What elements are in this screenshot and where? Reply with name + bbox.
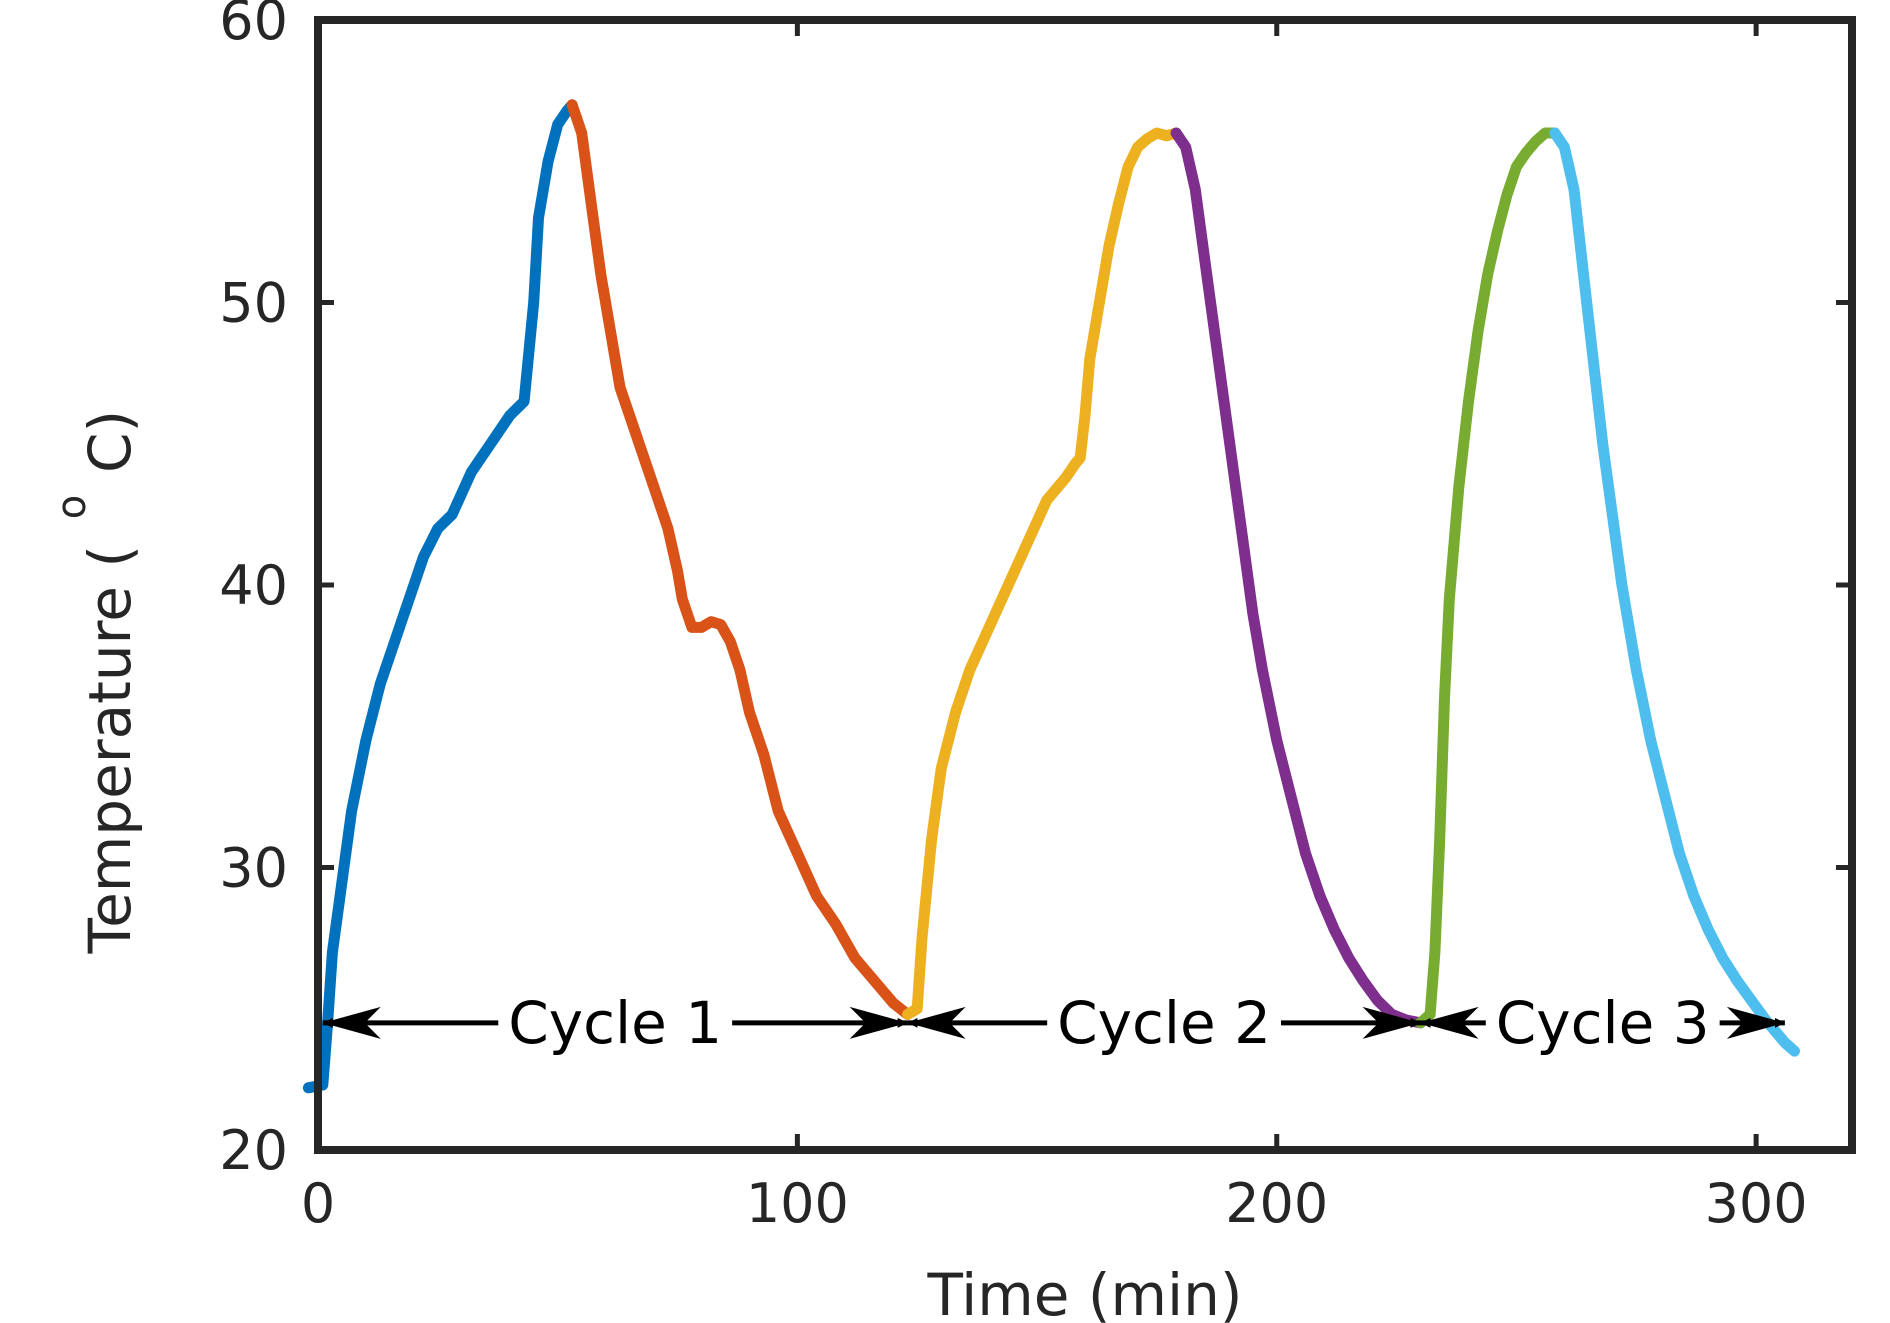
cycle-label: Cycle 1	[508, 989, 722, 1057]
cycle-annotation-2: Cycle 2	[907, 989, 1421, 1057]
series-line-2	[566, 99, 914, 1020]
tick-layer: 0 100 200 300 20 30 40 50 60	[219, 0, 1852, 1235]
arrowhead-right	[849, 1006, 908, 1039]
y-axis-title-superscript: o	[49, 495, 95, 519]
cycle-annotation-3: Cycle 3	[1420, 989, 1785, 1057]
arrowhead-right	[1726, 1006, 1785, 1039]
series-line-6	[1549, 127, 1800, 1057]
series-line-5	[1415, 127, 1561, 1029]
x-axis-title: Time (min)	[926, 1261, 1242, 1323]
y-axis-title: Temperature ( o C)	[49, 410, 144, 955]
arrowhead-left	[1420, 1006, 1479, 1039]
cycle-annotation-1: Cycle 1	[322, 989, 908, 1057]
annotation-layer: Cycle 1 Cycle 2 Cycle 3	[322, 989, 1785, 1057]
x-tick-label: 200	[1225, 1172, 1328, 1235]
cycle-label: Cycle 2	[1057, 989, 1271, 1057]
series-line-3	[902, 127, 1182, 1020]
y-axis-title-end: C)	[76, 410, 144, 473]
y-axis-title-main: Temperature (	[76, 545, 144, 954]
y-tick-label: 60	[219, 0, 288, 52]
arrowhead-left	[907, 1006, 966, 1039]
x-tick-label: 100	[746, 1172, 849, 1235]
series-layer	[302, 99, 1800, 1094]
x-tick-label: 0	[301, 1172, 335, 1235]
cycle-label: Cycle 3	[1496, 989, 1710, 1057]
y-tick-label: 30	[219, 837, 288, 900]
y-tick-label: 40	[219, 554, 288, 617]
series-line-1	[302, 99, 578, 1094]
y-tick-label: 50	[219, 272, 288, 335]
x-tick-label: 300	[1705, 1172, 1808, 1235]
arrowhead-right	[1362, 1006, 1421, 1039]
series-line-4	[1170, 127, 1427, 1029]
y-tick-label: 20	[219, 1119, 288, 1182]
arrowhead-left	[322, 1006, 381, 1039]
